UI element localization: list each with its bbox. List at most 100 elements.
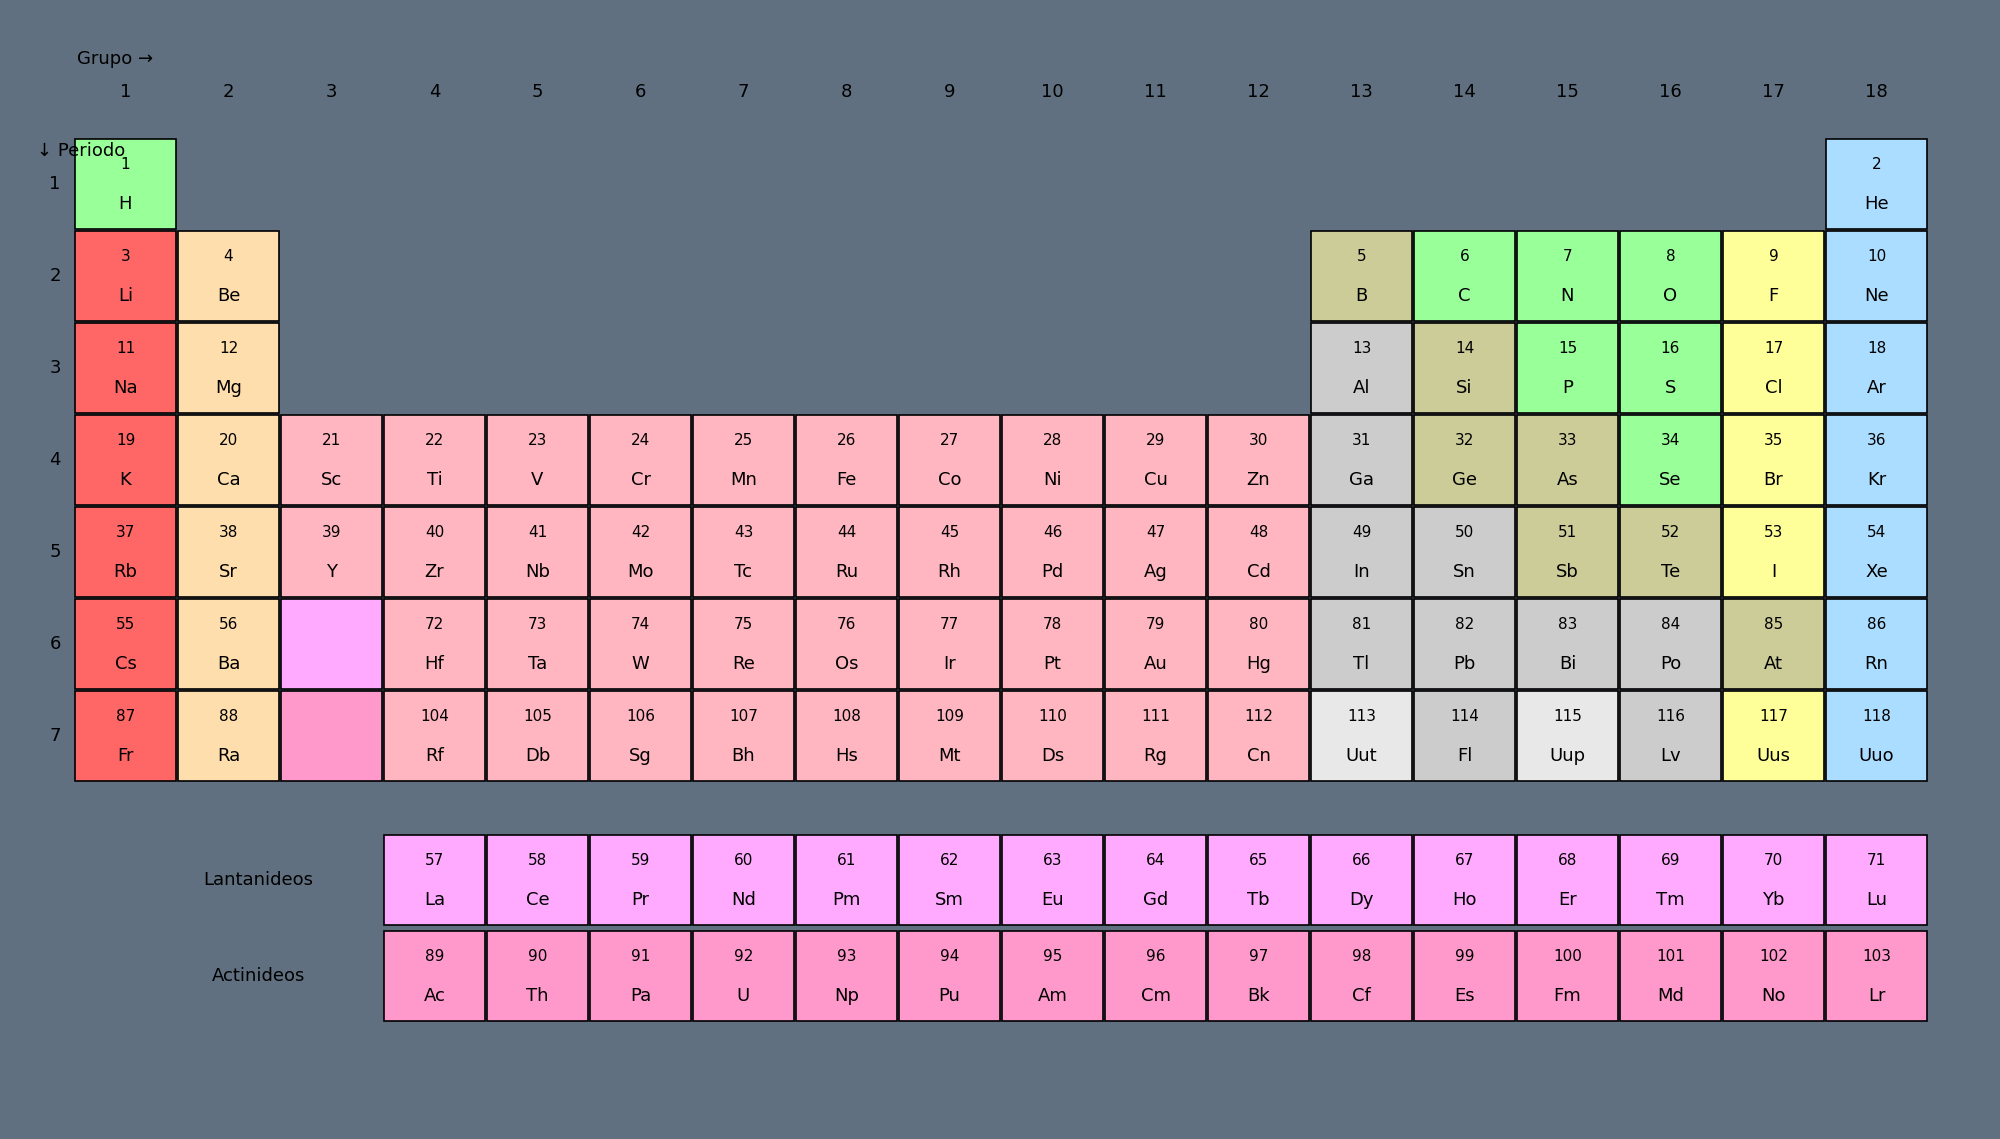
Text: Pm: Pm	[832, 891, 860, 909]
Text: Sb: Sb	[1556, 563, 1578, 581]
Text: 39: 39	[322, 525, 342, 540]
Text: Cr: Cr	[630, 470, 650, 489]
Text: 97: 97	[1248, 949, 1268, 964]
Text: 52: 52	[1660, 525, 1680, 540]
Bar	[1312, 323, 1412, 413]
Text: 10: 10	[1042, 83, 1064, 101]
Text: 92: 92	[734, 949, 754, 964]
Bar	[1104, 835, 1206, 925]
Text: At: At	[1764, 655, 1784, 673]
Text: 11: 11	[1144, 83, 1166, 101]
Bar	[1414, 835, 1516, 925]
Text: 114: 114	[1450, 708, 1478, 723]
Bar	[1620, 931, 1720, 1021]
Text: He: He	[1864, 195, 1888, 213]
Text: 86: 86	[1866, 616, 1886, 632]
Text: 13: 13	[1352, 341, 1372, 355]
Bar	[384, 931, 484, 1021]
Text: 35: 35	[1764, 433, 1784, 448]
Text: Es: Es	[1454, 986, 1474, 1005]
Text: 37: 37	[116, 525, 136, 540]
Text: 22: 22	[424, 433, 444, 448]
Text: 58: 58	[528, 853, 548, 868]
Text: 32: 32	[1454, 433, 1474, 448]
Text: Eu: Eu	[1042, 891, 1064, 909]
Text: 3: 3	[120, 248, 130, 264]
Bar	[694, 691, 794, 781]
Bar	[1518, 507, 1618, 597]
Text: Se: Se	[1660, 470, 1682, 489]
Bar	[1724, 231, 1824, 321]
Text: 30: 30	[1248, 433, 1268, 448]
Text: 31: 31	[1352, 433, 1372, 448]
Bar	[1518, 599, 1618, 689]
Text: Mt: Mt	[938, 747, 960, 764]
Text: Rh: Rh	[938, 563, 962, 581]
Text: Nb: Nb	[524, 563, 550, 581]
Text: 83: 83	[1558, 616, 1578, 632]
Text: Ag: Ag	[1144, 563, 1168, 581]
Text: 13: 13	[1350, 83, 1372, 101]
Text: Co: Co	[938, 470, 962, 489]
Text: Lv: Lv	[1660, 747, 1680, 764]
Text: Xe: Xe	[1866, 563, 1888, 581]
Text: 6: 6	[1460, 248, 1470, 264]
Bar	[488, 415, 588, 505]
Text: 55: 55	[116, 616, 136, 632]
Text: 109: 109	[936, 708, 964, 723]
Text: In: In	[1354, 563, 1370, 581]
Text: 101: 101	[1656, 949, 1684, 964]
Text: Ne: Ne	[1864, 287, 1888, 305]
Text: 95: 95	[1042, 949, 1062, 964]
Bar	[384, 691, 484, 781]
Bar	[796, 507, 896, 597]
Text: 107: 107	[730, 708, 758, 723]
Text: Gd: Gd	[1142, 891, 1168, 909]
Bar	[1002, 931, 1104, 1021]
Bar	[1518, 231, 1618, 321]
Text: 104: 104	[420, 708, 448, 723]
Text: Ca: Ca	[216, 470, 240, 489]
Text: Al: Al	[1352, 379, 1370, 396]
Bar	[1724, 599, 1824, 689]
Bar	[1724, 415, 1824, 505]
Text: 19: 19	[116, 433, 136, 448]
Text: 11: 11	[116, 341, 136, 355]
Bar	[76, 323, 176, 413]
Text: Md: Md	[1658, 986, 1684, 1005]
Text: 47: 47	[1146, 525, 1166, 540]
Bar	[1620, 835, 1720, 925]
Text: 48: 48	[1248, 525, 1268, 540]
Bar	[694, 415, 794, 505]
Text: Nd: Nd	[732, 891, 756, 909]
Text: 45: 45	[940, 525, 960, 540]
Text: 6: 6	[50, 636, 60, 653]
Text: 49: 49	[1352, 525, 1372, 540]
Text: Ac: Ac	[424, 986, 446, 1005]
Text: 34: 34	[1660, 433, 1680, 448]
Text: C: C	[1458, 287, 1470, 305]
Bar	[1312, 507, 1412, 597]
Text: Cn: Cn	[1246, 747, 1270, 764]
Bar	[1620, 691, 1720, 781]
Text: 50: 50	[1454, 525, 1474, 540]
Bar	[178, 415, 280, 505]
Text: U: U	[736, 986, 750, 1005]
Bar	[280, 691, 382, 781]
Bar	[1208, 691, 1308, 781]
Text: Fr: Fr	[118, 747, 134, 764]
Text: Bk: Bk	[1248, 986, 1270, 1005]
Text: Li: Li	[118, 287, 134, 305]
Text: 15: 15	[1558, 341, 1578, 355]
Text: Ti: Ti	[426, 470, 442, 489]
Text: 16: 16	[1660, 341, 1680, 355]
Bar	[1104, 931, 1206, 1021]
Text: Ba: Ba	[216, 655, 240, 673]
Bar	[76, 507, 176, 597]
Bar	[1002, 415, 1104, 505]
Text: 14: 14	[1454, 83, 1476, 101]
Bar	[1104, 599, 1206, 689]
Text: 9: 9	[944, 83, 956, 101]
Bar	[1826, 231, 1928, 321]
Text: 90: 90	[528, 949, 548, 964]
